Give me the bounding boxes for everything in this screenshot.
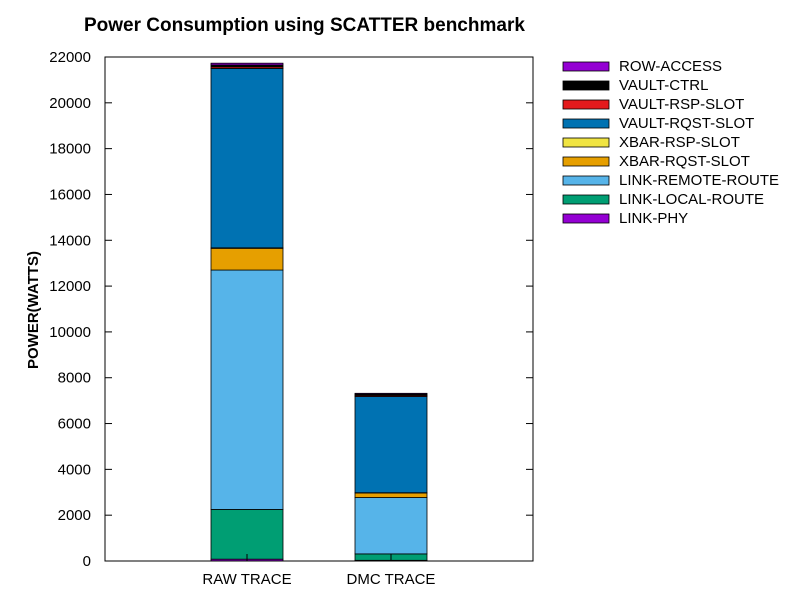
legend-label: ROW-ACCESS	[619, 58, 722, 75]
legend-label: VAULT-RQST-SLOT	[619, 115, 754, 132]
x-category-label: DMC TRACE	[347, 571, 436, 588]
legend-swatch	[562, 213, 610, 224]
x-axis-categories: RAW TRACE DMC TRACE	[202, 554, 435, 588]
legend-swatch	[562, 61, 610, 72]
y-axis-ticks: 0 2000 4000 6000 8000 10000 12000 14000 16000 180…	[49, 49, 533, 570]
y-tick-label: 18000	[49, 141, 91, 158]
bar-segment	[210, 269, 284, 510]
legend-swatch	[562, 194, 610, 205]
legend-label: LINK-PHY	[619, 210, 688, 227]
plot-frame	[104, 56, 534, 562]
chart-title: Power Consumption using SCATTER benchmar…	[84, 15, 525, 36]
y-tick-label: 20000	[49, 95, 91, 112]
y-tick-label: 16000	[49, 186, 91, 203]
bars-group	[210, 62, 428, 562]
legend-label: VAULT-RSP-SLOT	[619, 96, 744, 113]
bar-segment	[210, 247, 284, 271]
y-tick-label: 4000	[58, 461, 91, 478]
legend-swatch	[562, 137, 610, 148]
legend-label: VAULT-CTRL	[619, 77, 708, 94]
x-category-label: RAW TRACE	[202, 571, 291, 588]
bar-segment	[210, 62, 284, 66]
y-tick-label: 14000	[49, 232, 91, 249]
legend-swatch	[562, 80, 610, 91]
y-tick-label: 10000	[49, 324, 91, 341]
y-axis-label: POWER(WATTS)	[25, 251, 42, 369]
y-tick-label: 6000	[58, 416, 91, 433]
bar-segment	[354, 396, 428, 494]
legend-label: LINK-LOCAL-ROUTE	[619, 191, 764, 208]
legend-label: XBAR-RQST-SLOT	[619, 153, 750, 170]
bar-segment	[354, 492, 428, 498]
plot-border	[104, 56, 534, 562]
bar-segment	[354, 392, 428, 395]
legend-swatch	[562, 99, 610, 110]
bar-segment	[210, 68, 284, 249]
legend-swatch	[562, 156, 610, 167]
legend: ROW-ACCESS VAULT-CTRL VAULT-RSP-SLOT VAULT-…	[562, 58, 779, 227]
y-tick-label: 0	[83, 553, 91, 570]
legend-swatch	[562, 175, 610, 186]
legend-label: LINK-REMOTE-ROUTE	[619, 172, 779, 189]
legend-label: XBAR-RSP-SLOT	[619, 134, 740, 151]
y-tick-label: 8000	[58, 370, 91, 387]
y-tick-label: 12000	[49, 278, 91, 295]
bar-segment	[210, 509, 284, 560]
y-tick-label: 22000	[49, 49, 91, 66]
y-tick-label: 2000	[58, 507, 91, 524]
legend-swatch	[562, 118, 610, 129]
bar-segment	[354, 497, 428, 555]
